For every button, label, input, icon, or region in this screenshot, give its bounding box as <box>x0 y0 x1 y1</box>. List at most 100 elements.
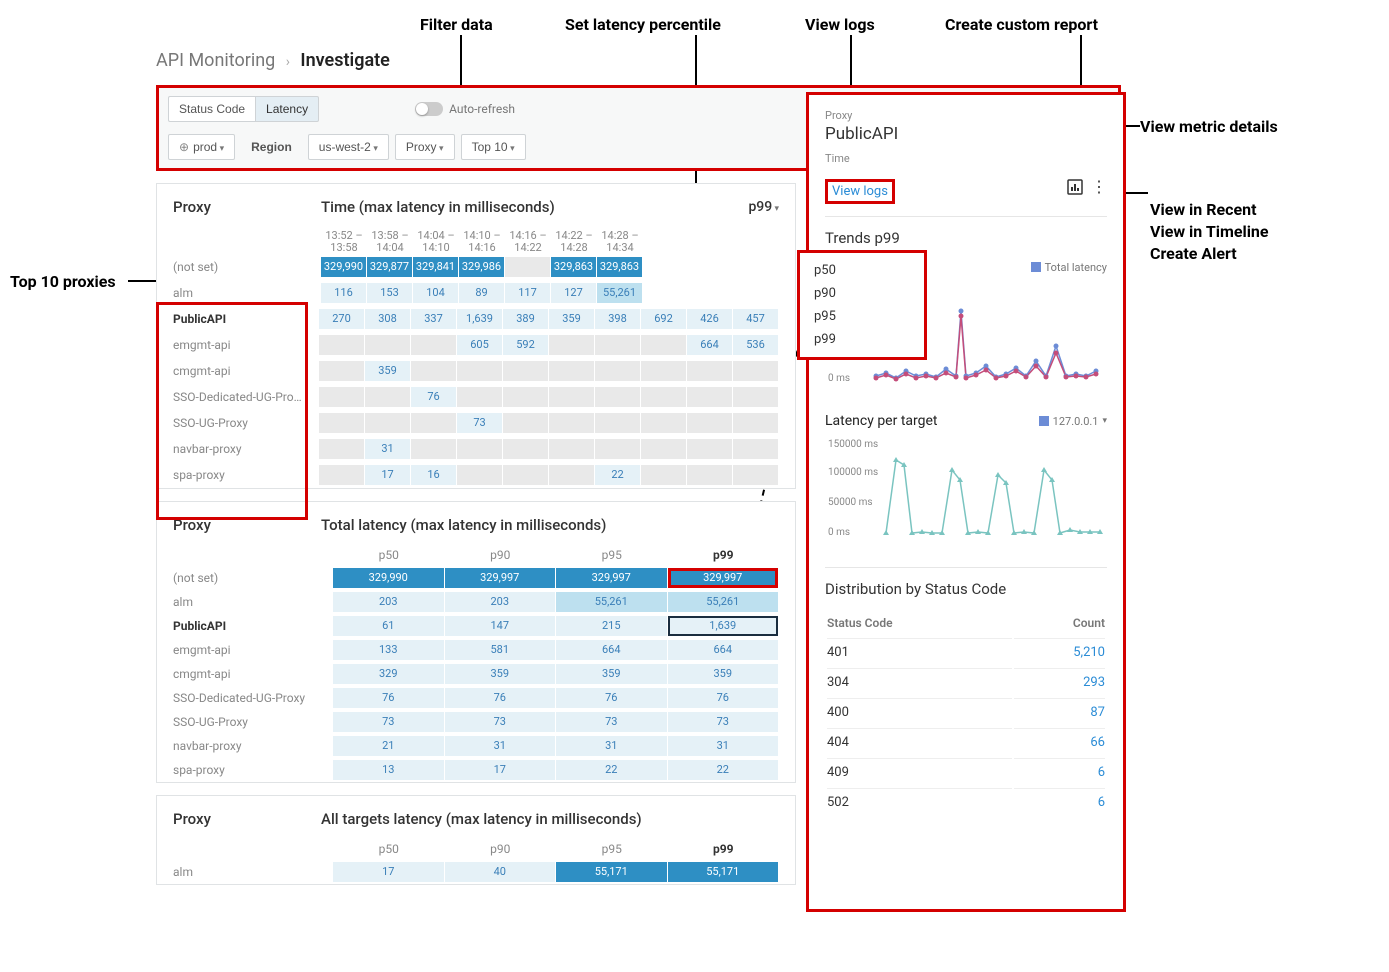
latency-cell[interactable]: 117 <box>505 283 550 303</box>
latency-cell[interactable]: 329,877 <box>367 257 412 277</box>
latency-cell[interactable]: 664 <box>556 640 667 660</box>
latency-cell[interactable]: 1,639 <box>457 309 502 329</box>
latency-cell[interactable]: 147 <box>445 616 556 636</box>
latency-cell[interactable]: 22 <box>556 760 667 780</box>
table-row[interactable]: spa-proxy13172222 <box>157 758 795 782</box>
latency-cell[interactable] <box>411 413 456 433</box>
latency-cell[interactable] <box>733 361 778 381</box>
latency-cell[interactable]: 329,986 <box>459 257 504 277</box>
table-row[interactable]: alm20320355,26155,261 <box>157 590 795 614</box>
table-row[interactable]: emgmt-api605592664536 <box>157 332 795 358</box>
latency-cell[interactable] <box>319 335 364 355</box>
latency-cell[interactable]: 203 <box>445 592 556 612</box>
latency-cell[interactable] <box>549 361 594 381</box>
status-row[interactable]: 5026 <box>827 788 1105 816</box>
latency-cell[interactable]: 359 <box>445 664 556 684</box>
table-row[interactable]: (not set)329,990329,997329,997329,997 <box>157 566 795 590</box>
status-row[interactable]: 4096 <box>827 758 1105 786</box>
latency-cell[interactable] <box>365 335 410 355</box>
auto-refresh-toggle[interactable]: Auto-refresh <box>415 102 515 116</box>
latency-cell[interactable] <box>365 413 410 433</box>
latency-cell[interactable]: 1,639 <box>668 616 779 636</box>
table-row[interactable]: alm174055,17155,171 <box>157 860 795 884</box>
latency-cell[interactable]: 398 <box>595 309 640 329</box>
status-row[interactable]: 40087 <box>827 698 1105 726</box>
latency-cell[interactable] <box>411 439 456 459</box>
latency-cell[interactable]: 55,261 <box>556 592 667 612</box>
latency-cell[interactable] <box>595 387 640 407</box>
latency-cell[interactable]: 329,863 <box>551 257 596 277</box>
latency-cell[interactable] <box>687 465 732 485</box>
latency-cell[interactable]: 203 <box>333 592 444 612</box>
latency-cell[interactable]: 605 <box>457 335 502 355</box>
table-row[interactable]: SSO-UG-Proxy73 <box>157 410 795 436</box>
latency-cell[interactable]: 55,261 <box>597 283 642 303</box>
latency-cell[interactable] <box>457 465 502 485</box>
latency-cell[interactable]: 31 <box>556 736 667 756</box>
latency-cell[interactable] <box>549 335 594 355</box>
latency-cell[interactable]: 426 <box>687 309 732 329</box>
chart-icon[interactable] <box>1067 179 1083 195</box>
latency-cell[interactable]: 73 <box>668 712 779 732</box>
latency-cell[interactable]: 21 <box>333 736 444 756</box>
latency-cell[interactable]: 40 <box>445 862 556 882</box>
table-row[interactable]: (not set)329,990329,877329,841329,986329… <box>157 254 795 280</box>
latency-cell[interactable]: 215 <box>556 616 667 636</box>
latency-cell[interactable]: 55,261 <box>668 592 779 612</box>
latency-cell[interactable] <box>319 465 364 485</box>
latency-cell[interactable] <box>457 439 502 459</box>
latency-cell[interactable]: 73 <box>445 712 556 732</box>
status-row[interactable]: 304293 <box>827 668 1105 696</box>
table-row[interactable]: SSO-Dedicated-UG-Pro…76 <box>157 384 795 410</box>
latency-cell[interactable] <box>733 439 778 459</box>
latency-cell[interactable] <box>503 465 548 485</box>
percentile-option[interactable]: p99 <box>800 328 924 351</box>
table-row[interactable]: PublicAPI611472151,639 <box>157 614 795 638</box>
latency-cell[interactable]: 73 <box>556 712 667 732</box>
latency-cell[interactable]: 16 <box>411 465 456 485</box>
latency-cell[interactable] <box>641 465 686 485</box>
latency-cell[interactable] <box>549 413 594 433</box>
latency-cell[interactable]: 76 <box>333 688 444 708</box>
latency-cell[interactable] <box>641 335 686 355</box>
latency-cell[interactable]: 76 <box>445 688 556 708</box>
latency-cell[interactable] <box>503 361 548 381</box>
latency-cell[interactable]: 389 <box>503 309 548 329</box>
region-dropdown[interactable]: us-west-2 <box>308 134 389 160</box>
latency-cell[interactable] <box>319 387 364 407</box>
latency-cell[interactable] <box>319 413 364 433</box>
latency-cell[interactable] <box>641 439 686 459</box>
latency-cell[interactable] <box>733 465 778 485</box>
latency-cell[interactable]: 329,997 <box>556 568 667 588</box>
chart2-legend[interactable]: 127.0.0.1 <box>1039 415 1107 428</box>
table-row[interactable]: spa-proxy171622 <box>157 462 795 488</box>
latency-cell[interactable] <box>687 387 732 407</box>
latency-cell[interactable]: 581 <box>445 640 556 660</box>
latency-cell[interactable]: 13 <box>333 760 444 780</box>
breadcrumb-parent[interactable]: API Monitoring <box>156 50 275 71</box>
latency-cell[interactable]: 329,990 <box>321 257 366 277</box>
latency-cell[interactable] <box>595 413 640 433</box>
latency-cell[interactable] <box>595 361 640 381</box>
table-row[interactable]: PublicAPI2703083371,63938935939869242645… <box>157 306 795 332</box>
table-row[interactable]: navbar-proxy21313131 <box>157 734 795 758</box>
latency-cell[interactable]: 55,171 <box>556 862 667 882</box>
latency-cell[interactable] <box>365 387 410 407</box>
latency-cell[interactable] <box>457 361 502 381</box>
latency-cell[interactable] <box>595 439 640 459</box>
tab-latency[interactable]: Latency <box>255 96 319 122</box>
percentile-option[interactable]: p50 <box>800 259 924 282</box>
latency-cell[interactable]: 31 <box>365 439 410 459</box>
table-row[interactable]: emgmt-api133581664664 <box>157 638 795 662</box>
table-row[interactable]: SSO-UG-Proxy73737373 <box>157 710 795 734</box>
latency-cell[interactable] <box>687 361 732 381</box>
latency-cell[interactable] <box>503 413 548 433</box>
latency-cell[interactable] <box>319 439 364 459</box>
latency-cell[interactable]: 329,990 <box>333 568 444 588</box>
table-row[interactable]: cmgmt-api359 <box>157 358 795 384</box>
latency-cell[interactable] <box>641 361 686 381</box>
latency-cell[interactable]: 55,171 <box>668 862 779 882</box>
kebab-menu-icon[interactable]: ⋮ <box>1091 179 1107 195</box>
latency-cell[interactable]: 17 <box>445 760 556 780</box>
latency-cell[interactable] <box>641 413 686 433</box>
